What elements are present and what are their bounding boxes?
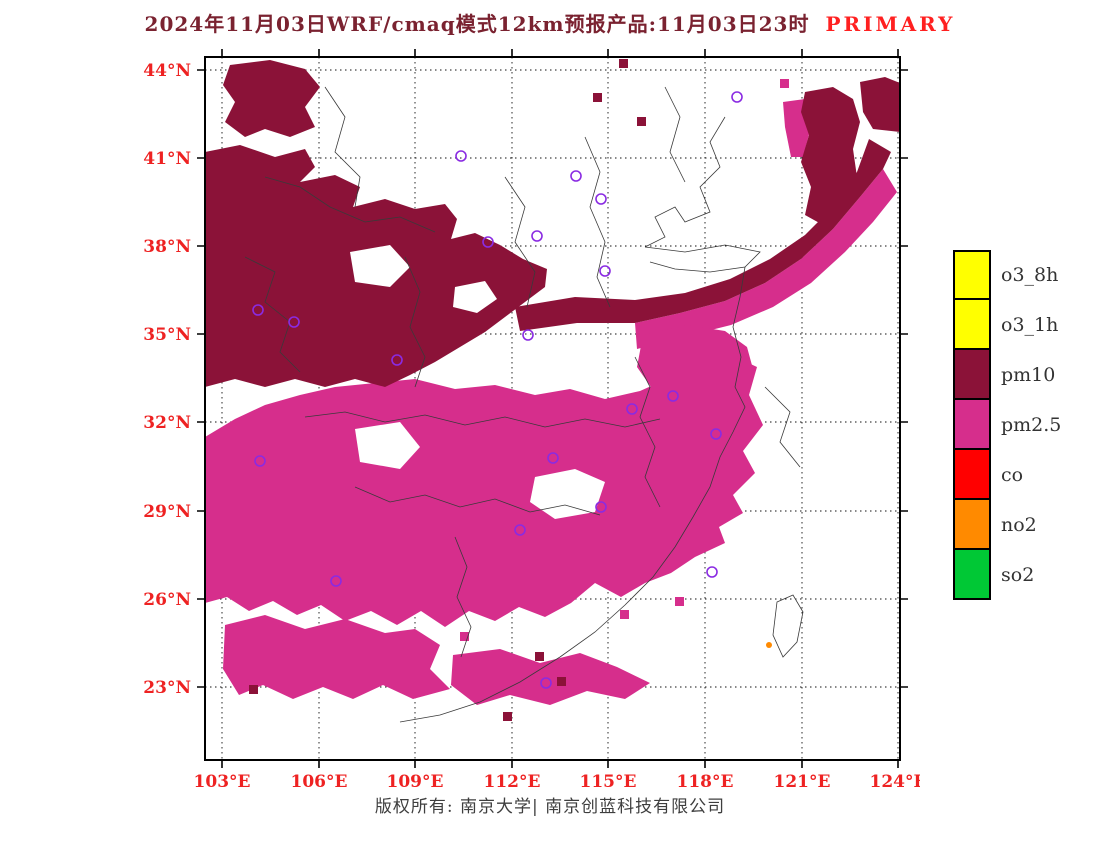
legend-item-so2: so2	[953, 548, 1061, 600]
lat-label: 44°N	[143, 61, 191, 81]
lat-axis-labels: 44°N 41°N 38°N 35°N 32°N 29°N 26°N 23°N	[143, 61, 191, 698]
legend-item-pm25: pm2.5	[953, 398, 1062, 450]
lon-label: 103°E	[194, 772, 251, 792]
legend-swatch	[953, 548, 991, 600]
legend-item-o3-8h: o3_8h	[953, 250, 1061, 300]
lon-label: 121°E	[774, 772, 831, 792]
legend-label: pm10	[1001, 364, 1056, 386]
lat-label: 35°N	[143, 325, 191, 345]
forecast-title-bar: 2024年11月03日WRF/cmaq模式12km预报产品:11月03日23时 P…	[0, 8, 1100, 37]
taiwan-outline	[772, 594, 804, 658]
city-marker	[595, 193, 607, 205]
lat-label: 38°N	[143, 237, 191, 257]
lat-label: 29°N	[143, 502, 191, 522]
legend-swatch	[953, 250, 991, 300]
city-marker	[570, 170, 582, 182]
legend-label: so2	[1001, 564, 1035, 586]
primary-tag: PRIMARY	[825, 12, 956, 36]
city-marker	[599, 265, 611, 277]
legend-label: o3_1h	[1001, 314, 1059, 336]
lon-label: 112°E	[484, 772, 541, 792]
map-frame	[204, 56, 901, 761]
legend-swatch	[953, 448, 991, 500]
city-markers	[252, 91, 743, 689]
lon-label: 124°E	[870, 772, 920, 792]
lon-label: 115°E	[580, 772, 637, 792]
city-marker	[531, 230, 543, 242]
city-marker	[330, 575, 342, 587]
lon-label: 109°E	[387, 772, 444, 792]
city-marker	[731, 91, 743, 103]
city-marker	[667, 390, 679, 402]
city-marker	[547, 452, 559, 464]
pm25-southwest-patch	[223, 615, 450, 699]
city-marker	[252, 304, 264, 316]
lon-axis-labels: 103°E 106°E 109°E 112°E 115°E 118°E 121°…	[194, 772, 927, 792]
legend-label: o3_8h	[1001, 264, 1059, 286]
province-boundaries	[244, 86, 804, 723]
pm10-topleft-blob	[223, 60, 320, 137]
city-marker	[391, 354, 403, 366]
legend-label: no2	[1001, 514, 1037, 536]
legend-swatch	[953, 348, 991, 400]
pollutant-regions	[205, 59, 900, 721]
pm10-northeast-band	[515, 139, 891, 331]
legend-item-pm10: pm10	[953, 348, 1061, 400]
city-marker	[455, 150, 467, 162]
forecast-map: 44°N 41°N 38°N 35°N 32°N 29°N 26°N 23°N …	[130, 45, 927, 807]
pm10-topright-blob	[801, 87, 860, 225]
city-marker	[540, 677, 552, 689]
lon-label: 106°E	[291, 772, 348, 792]
city-marker	[288, 316, 300, 328]
lat-label: 23°N	[143, 678, 191, 698]
station-dot	[766, 642, 772, 648]
pm10-right-edge-strip	[860, 77, 900, 132]
legend-item-o3-1h: o3_1h	[953, 298, 1061, 350]
pm25-jiangsu-blob	[637, 325, 753, 429]
city-marker	[706, 566, 718, 578]
city-marker	[626, 403, 638, 415]
city-marker	[522, 329, 534, 341]
legend-swatch	[953, 498, 991, 550]
legend-label: pm2.5	[1001, 414, 1062, 436]
legend-label: co	[1001, 464, 1024, 486]
legend-item-co: co	[953, 448, 1061, 500]
city-marker	[514, 524, 526, 536]
pm25-region	[205, 79, 897, 705]
city-marker	[595, 501, 607, 513]
legend-swatch	[953, 398, 991, 450]
forecast-title: 2024年11月03日WRF/cmaq模式12km预报产品:11月03日23时	[144, 12, 810, 36]
axis-ticks	[197, 49, 908, 768]
map-svg: 44°N 41°N 38°N 35°N 32°N 29°N 26°N 23°N …	[143, 49, 927, 792]
lat-label: 41°N	[143, 149, 191, 169]
pm25-south-blob	[205, 347, 763, 627]
pollutant-legend: o3_8h o3_1h pm10 pm2.5 co no2 so2	[953, 250, 1061, 600]
clear-air-holes	[350, 245, 605, 519]
copyright-text: 版权所有: 南京大学| 南京创蓝科技有限公司	[374, 797, 726, 817]
legend-swatch	[953, 298, 991, 350]
lat-label: 26°N	[143, 590, 191, 610]
city-marker	[710, 428, 722, 440]
lon-label: 118°E	[677, 772, 734, 792]
city-marker	[254, 455, 266, 467]
coastline	[399, 266, 746, 723]
lat-label: 32°N	[143, 413, 191, 433]
legend-item-no2: no2	[953, 498, 1061, 550]
city-marker	[482, 236, 494, 248]
pm25-south-coast-patch	[451, 649, 650, 705]
